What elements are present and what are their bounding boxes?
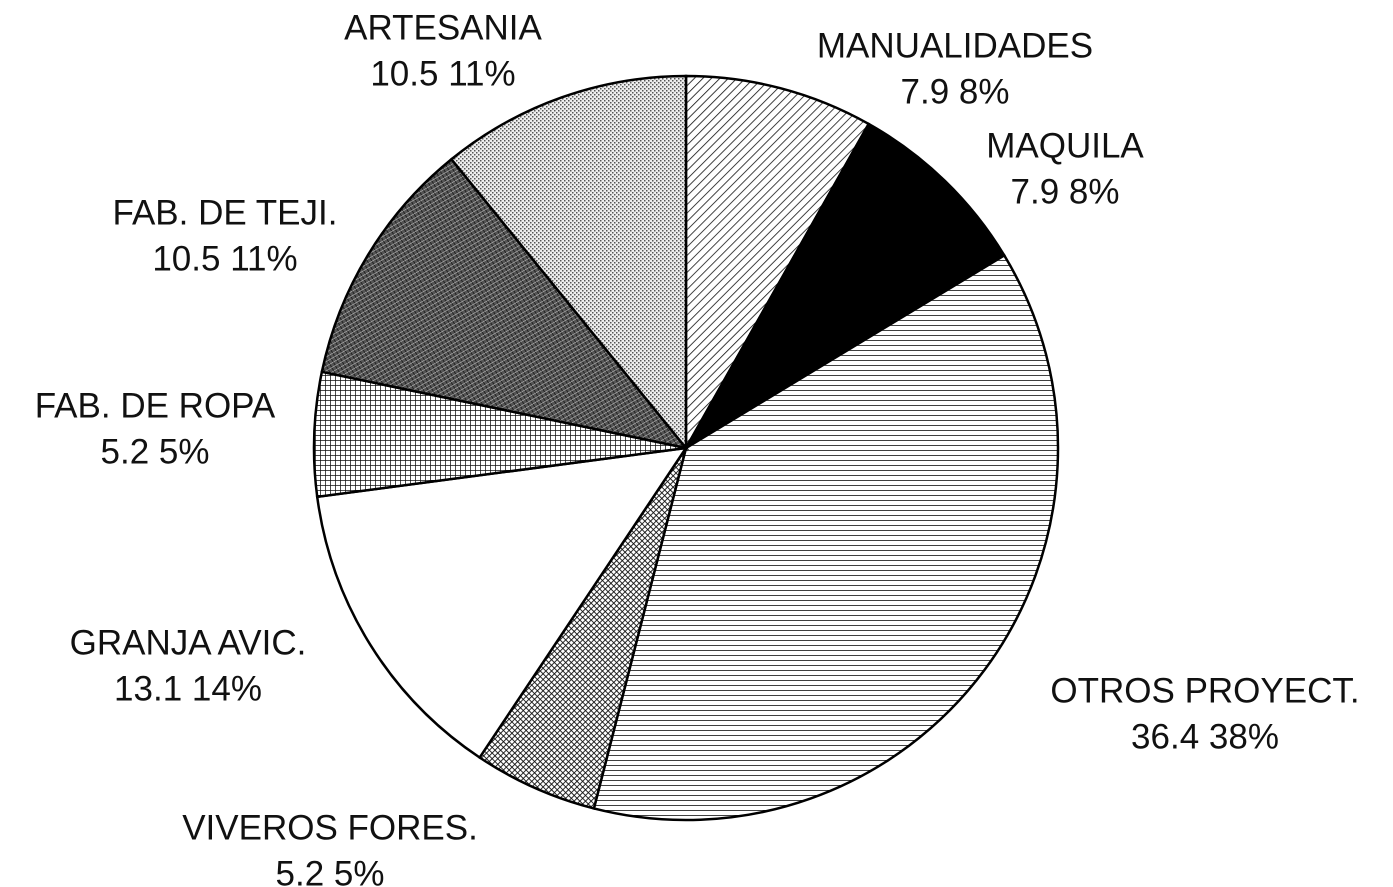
slice-value-label: 7.9 8% — [901, 72, 1010, 111]
slice-value-label: 7.9 8% — [1011, 172, 1120, 211]
slice-value-label: 5.2 5% — [276, 854, 385, 887]
slice-label: ARTESANIA — [344, 8, 542, 47]
slice-value-label: 10.5 11% — [370, 54, 515, 93]
pie-slice — [320, 157, 690, 450]
slice-value-label: 5.2 5% — [101, 432, 210, 471]
slice-label: MANUALIDADES — [817, 26, 1093, 65]
slice-label: FAB. DE TEJI. — [113, 193, 338, 232]
slice-label: GRANJA AVIC. — [70, 623, 307, 662]
pie-slice — [684, 74, 871, 453]
pie-slice — [592, 253, 1060, 822]
slice-label: VIVEROS FORES. — [182, 808, 478, 847]
pie-slice — [682, 122, 1006, 452]
pie-slice — [315, 446, 689, 760]
slice-label: MAQUILA — [986, 126, 1144, 165]
slice-value-label: 13.1 14% — [114, 669, 262, 708]
slice-value-label: 10.5 11% — [152, 239, 297, 278]
slice-value-label: 36.4 38% — [1131, 717, 1279, 756]
slice-label: FAB. DE ROPA — [35, 386, 276, 425]
pie-slice — [449, 74, 688, 452]
slice-label: OTROS PROYECT. — [1050, 671, 1359, 710]
